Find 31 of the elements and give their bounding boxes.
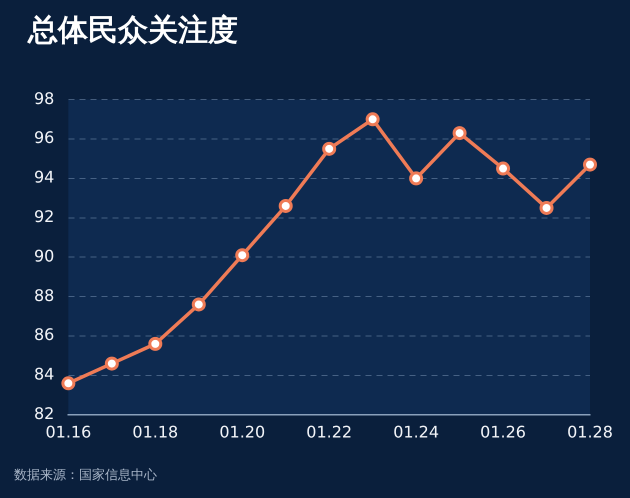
point bbox=[540, 200, 554, 215]
x-tick-label: 01.28 bbox=[567, 422, 613, 442]
point bbox=[278, 198, 293, 213]
y-tick-label: 88 bbox=[34, 286, 54, 305]
x-tick-label: 01.24 bbox=[393, 422, 440, 442]
source-note: 数据来源：国家信息中心 bbox=[14, 467, 157, 484]
point bbox=[192, 297, 206, 312]
point bbox=[452, 126, 467, 140]
y-tick-label: 90 bbox=[34, 246, 54, 266]
x-tick-label: 01.18 bbox=[132, 422, 178, 442]
y-tick-label: 82 bbox=[34, 404, 54, 423]
y-tick-label: 94 bbox=[34, 168, 54, 187]
point bbox=[366, 112, 380, 126]
point bbox=[104, 356, 119, 371]
x-tick-label: 01.22 bbox=[306, 422, 352, 442]
point bbox=[148, 336, 162, 351]
y-tick-label: 98 bbox=[34, 88, 54, 108]
point bbox=[409, 171, 424, 186]
x-tick-label: 01.20 bbox=[219, 422, 266, 442]
y-tick-label: 96 bbox=[34, 128, 54, 148]
point bbox=[583, 158, 597, 172]
chart-title: 总体民众关注度 bbox=[28, 12, 238, 50]
y-tick-label: 86 bbox=[34, 325, 54, 344]
x-tick-label: 01.26 bbox=[480, 422, 526, 442]
point bbox=[322, 142, 336, 156]
point bbox=[235, 248, 250, 262]
point bbox=[496, 162, 510, 176]
x-tick-label: 01.16 bbox=[45, 422, 92, 442]
y-tick-label: 92 bbox=[34, 206, 54, 226]
point bbox=[61, 376, 76, 390]
y-tick-label: 84 bbox=[34, 364, 54, 384]
